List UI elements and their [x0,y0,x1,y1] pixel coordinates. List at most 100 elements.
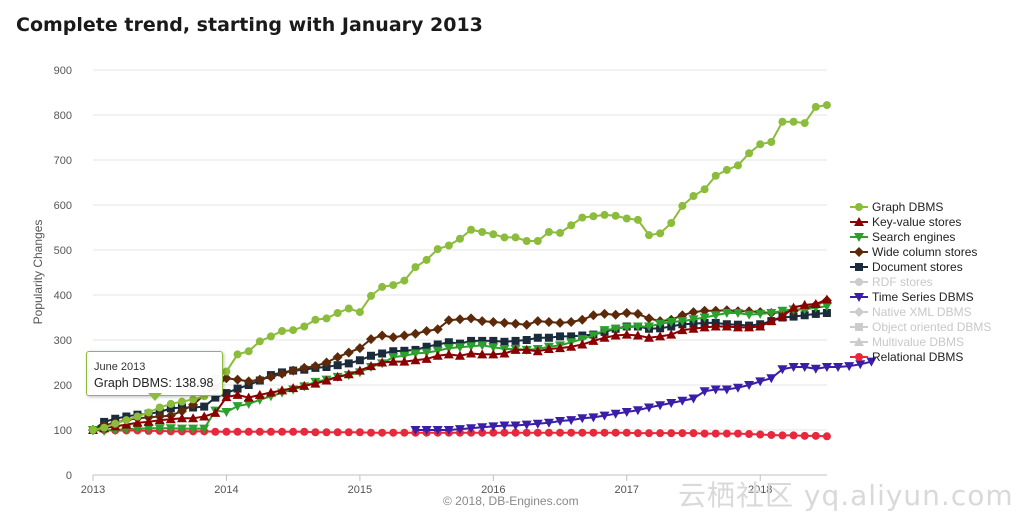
time-series-dbms-point[interactable] [477,423,488,433]
time-series-dbms-point[interactable] [721,385,732,395]
wide-column-stores-point[interactable] [343,347,354,358]
key-value-stores-point[interactable] [699,322,710,332]
document-stores-point[interactable] [166,404,175,413]
key-value-stores-point[interactable] [732,322,743,332]
relational-dbms-point[interactable] [511,428,520,437]
wide-column-stores-point[interactable] [699,305,710,316]
legend-item-graph-dbms[interactable]: Graph DBMS [850,199,991,214]
search-engines-point[interactable] [132,424,143,434]
key-value-stores-point[interactable] [477,349,488,359]
wide-column-stores-point[interactable] [321,357,332,368]
relational-dbms-point[interactable] [678,429,687,438]
document-stores-point[interactable] [367,351,375,360]
relational-dbms-point[interactable] [633,429,642,438]
graph-dbms-point[interactable] [656,229,665,238]
relational-dbms-point[interactable] [300,427,309,436]
document-stores-point[interactable] [355,356,364,365]
graph-dbms-point[interactable] [711,171,720,180]
relational-dbms-point[interactable] [611,428,620,437]
key-value-stores-point[interactable] [555,343,566,353]
graph-dbms-point[interactable] [100,423,109,432]
key-value-stores-point[interactable] [277,385,288,395]
document-stores-point[interactable] [811,309,820,318]
key-value-stores-point[interactable] [499,348,510,358]
relational-dbms-point[interactable] [767,430,776,439]
key-value-stores-point[interactable] [265,387,276,397]
key-value-stores-point[interactable] [377,357,388,367]
wide-column-stores-point[interactable] [366,334,376,345]
time-series-dbms-point[interactable] [543,418,554,428]
wide-column-stores-point[interactable] [454,314,465,325]
key-value-stores-point[interactable] [510,344,521,354]
time-series-dbms-point[interactable] [510,421,521,431]
relational-dbms-point[interactable] [567,428,576,437]
time-series-dbms-point[interactable] [666,399,677,408]
key-value-stores-point[interactable] [221,392,232,402]
legend-marker[interactable] [855,322,863,331]
legend-marker[interactable] [855,277,863,286]
relational-dbms-point[interactable] [789,431,798,440]
document-stores-point[interactable] [544,333,553,342]
search-engines-point[interactable] [632,322,643,332]
time-series-dbms-point[interactable] [555,417,566,426]
legend-marker[interactable] [855,352,863,361]
key-value-stores-point[interactable] [721,321,732,331]
key-value-stores-point[interactable] [154,415,165,425]
time-series-dbms-point[interactable] [810,364,821,374]
document-stores-point[interactable] [511,336,520,345]
key-value-stores-point[interactable] [521,344,532,354]
search-engines-point[interactable] [732,309,743,318]
graph-dbms-point[interactable] [189,395,198,404]
key-value-stores-point[interactable] [232,389,243,399]
legend-marker[interactable] [854,232,864,242]
graph-dbms-point[interactable] [478,228,487,236]
series-wide-column-stores[interactable] [88,295,832,435]
wide-column-stores-point[interactable] [254,374,265,385]
legend-marker[interactable] [855,202,863,211]
graph-dbms-point[interactable] [822,101,831,110]
wide-column-stores-point[interactable] [477,316,488,327]
relational-dbms-point[interactable] [811,431,820,440]
graph-dbms-point[interactable] [455,234,464,243]
graph-dbms-point[interactable] [611,211,620,220]
key-value-stores-point[interactable] [488,349,499,359]
key-value-stores-point[interactable] [577,339,588,349]
key-value-stores-point[interactable] [710,321,721,331]
wide-column-stores-point[interactable] [499,317,510,328]
graph-dbms-point[interactable] [144,408,153,417]
time-series-dbms-point[interactable] [732,383,743,393]
key-value-stores-point[interactable] [588,335,599,345]
time-series-dbms-point[interactable] [588,413,599,423]
relational-dbms-point[interactable] [344,428,353,437]
graph-dbms-point[interactable] [789,117,798,126]
relational-dbms-point[interactable] [489,428,498,437]
document-stores-point[interactable] [822,309,831,317]
relational-dbms-point[interactable] [211,427,220,436]
search-engines-point[interactable] [466,342,477,352]
time-series-dbms-point[interactable] [755,377,766,387]
key-value-stores-point[interactable] [688,323,699,333]
key-value-stores-point[interactable] [632,330,643,340]
time-series-dbms-point[interactable] [744,381,755,390]
legend-item-object-oriented-dbms[interactable]: Object oriented DBMS [850,319,991,334]
graph-dbms-point[interactable] [311,315,320,324]
key-value-stores-point[interactable] [810,299,821,308]
document-stores-point[interactable] [800,311,809,320]
legend-marker[interactable] [854,336,864,346]
time-series-dbms-point[interactable] [799,363,810,372]
legend-marker[interactable] [854,246,864,257]
relational-dbms-point[interactable] [322,428,331,437]
search-engines-point[interactable] [488,343,499,353]
graph-dbms-point[interactable] [467,225,476,234]
time-series-dbms-point[interactable] [410,426,421,435]
document-stores-point[interactable] [533,333,542,342]
search-engines-point[interactable] [477,341,488,351]
legend-marker[interactable] [854,216,864,226]
graph-dbms-point[interactable] [322,314,331,323]
relational-dbms-point[interactable] [622,428,631,437]
relational-dbms-point[interactable] [745,430,754,439]
time-series-dbms-point[interactable] [466,424,477,434]
graph-dbms-point[interactable] [367,291,375,300]
document-stores-point[interactable] [567,332,576,341]
wide-column-stores-point[interactable] [421,326,432,336]
